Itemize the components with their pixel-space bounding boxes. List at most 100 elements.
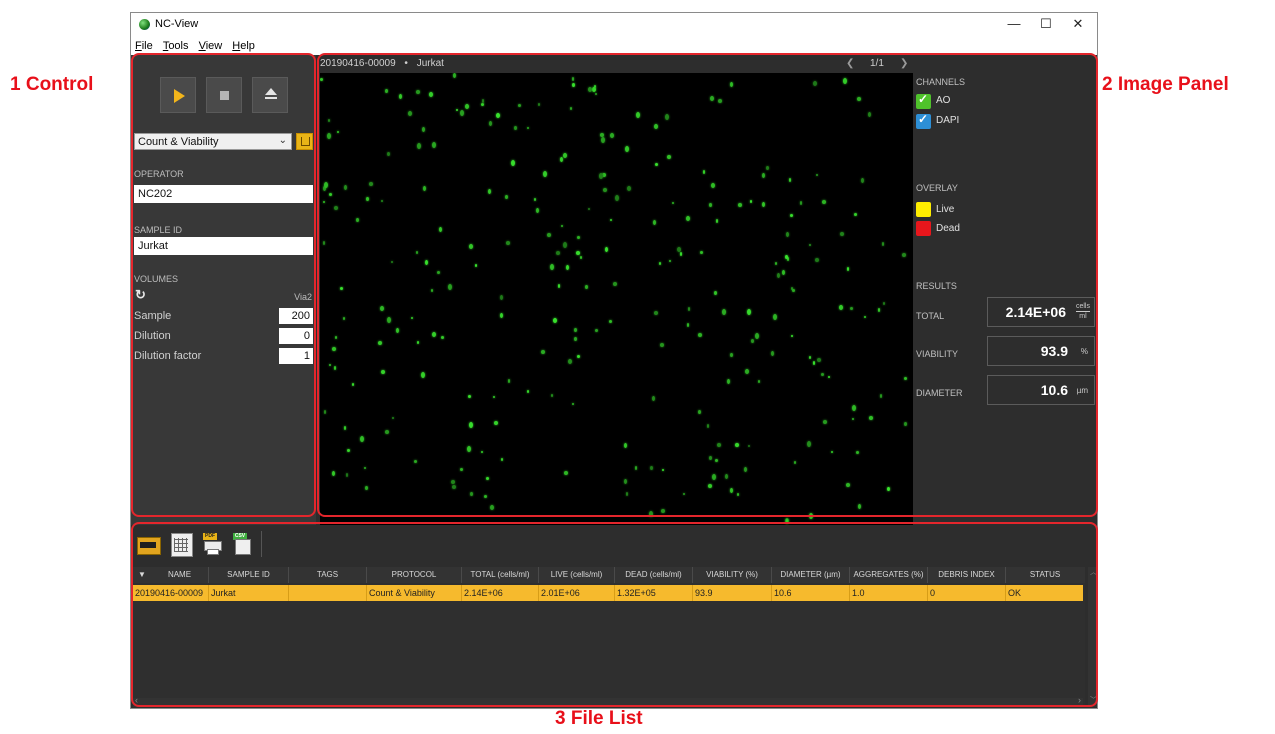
cell-dot <box>482 99 484 103</box>
cell-dot <box>323 186 326 191</box>
col-diameter[interactable]: DIAMETER (µm) <box>772 567 850 583</box>
channel-dapi-checkbox[interactable]: ✓ <box>916 112 931 129</box>
scroll-left-icon[interactable]: ‹ <box>135 695 138 705</box>
col-live[interactable]: LIVE (cells/ml) <box>539 567 615 583</box>
cell-dot <box>762 202 765 207</box>
csv-export-icon[interactable]: CSV <box>233 533 253 555</box>
cell-dot <box>439 227 442 232</box>
prev-image-icon[interactable]: ❮ <box>846 58 855 69</box>
col-dead[interactable]: DEAD (cells/ml) <box>615 567 693 583</box>
col-tags[interactable]: TAGS <box>289 567 367 583</box>
cell-dot <box>813 361 815 365</box>
volume-sample-label: Sample <box>134 310 172 322</box>
next-image-icon[interactable]: ❯ <box>900 58 909 69</box>
volume-sample-input[interactable]: 200 <box>279 308 313 324</box>
cell-dot <box>344 426 346 430</box>
cell-dot <box>880 394 882 398</box>
cell-dot <box>791 287 793 290</box>
volume-dilution-label: Dilution <box>134 330 171 342</box>
pdf-print-icon[interactable]: PDF <box>203 533 223 555</box>
menu-file[interactable]: File <box>135 40 153 52</box>
cell-dot <box>416 251 418 254</box>
table-row[interactable]: 20190416-00009 Jurkat Count & Viability … <box>133 585 1083 601</box>
cell-protocol: Count & Viability <box>367 585 462 601</box>
cell-dot <box>667 155 671 159</box>
volumes-label: VOLUMES <box>134 274 179 284</box>
menu-view[interactable]: View <box>198 40 223 52</box>
result-diameter-box: 10.6 µm <box>987 375 1095 405</box>
cell-dot <box>603 188 607 192</box>
col-protocol[interactable]: PROTOCOL <box>367 567 462 583</box>
col-viability[interactable]: VIABILITY (%) <box>693 567 772 583</box>
toolbar-divider <box>261 531 262 557</box>
cell-dot <box>755 333 759 339</box>
channel-ao-checkbox[interactable]: ✓ <box>916 92 931 109</box>
stop-button[interactable] <box>206 77 242 113</box>
overlay-heading: OVERLAY <box>916 183 958 193</box>
volume-dilution-input[interactable]: 0 <box>279 328 313 344</box>
cell-dot <box>686 216 690 221</box>
col-debris-index[interactable]: DEBRIS INDEX <box>928 567 1006 583</box>
cell-dot <box>750 200 752 203</box>
cell-dot <box>347 449 350 452</box>
close-button[interactable]: ✕ <box>1072 16 1084 31</box>
result-viability-value: 93.9 <box>1040 343 1068 359</box>
cell-dot <box>470 492 473 496</box>
cell-dot <box>717 443 721 447</box>
scroll-up-icon[interactable]: ︿ <box>1090 569 1097 576</box>
cell-dot <box>334 366 336 370</box>
menu-help[interactable]: Help <box>232 40 255 52</box>
cell-dot <box>813 81 817 86</box>
horizontal-scrollbar[interactable]: ‹ › <box>133 695 1083 707</box>
scroll-down-icon[interactable]: ﹀ <box>1090 697 1097 704</box>
table-icon[interactable] <box>171 533 193 557</box>
cell-dot <box>751 339 754 343</box>
refresh-icon[interactable]: ↻ <box>135 287 146 302</box>
cell-dot <box>708 484 712 488</box>
cell-dot <box>636 112 640 118</box>
cell-dot <box>369 182 373 186</box>
vertical-scrollbar[interactable]: ︿ ﹀ <box>1088 567 1097 707</box>
cell-dot <box>856 451 859 454</box>
cell-dot <box>511 160 515 166</box>
cell-name: 20190416-00009 <box>133 585 209 601</box>
operator-field[interactable]: NC202 <box>134 185 313 203</box>
cell-dot <box>570 107 572 110</box>
cell-dot <box>786 232 789 237</box>
eject-button[interactable] <box>252 77 288 113</box>
cell-dot <box>506 241 510 245</box>
cell-dot <box>425 260 428 265</box>
maximize-button[interactable]: ☐ <box>1040 16 1052 31</box>
results-heading: RESULTS <box>916 281 957 291</box>
overlay-dead-checkbox[interactable] <box>916 221 931 236</box>
cell-dot <box>328 119 330 122</box>
run-button[interactable] <box>160 77 196 113</box>
col-sample-id[interactable]: SAMPLE ID <box>209 567 289 583</box>
microscope-image[interactable] <box>320 73 913 527</box>
minimize-button[interactable]: — <box>1007 16 1021 31</box>
menu-tools[interactable]: Tools <box>162 40 189 52</box>
cell-dot <box>846 483 850 487</box>
col-total[interactable]: TOTAL (cells/ml) <box>462 567 539 583</box>
protocol-folder-icon[interactable] <box>296 133 313 150</box>
sort-indicator-icon[interactable]: ▼ <box>138 570 146 579</box>
cassette-icon[interactable] <box>137 537 161 555</box>
menu-bar: File Tools View Help <box>131 37 1097 55</box>
cell-dot <box>661 509 665 513</box>
overlay-live-checkbox[interactable] <box>916 202 931 217</box>
volume-dilution-factor-input[interactable]: 1 <box>279 348 313 364</box>
cell-dot <box>758 380 760 383</box>
sample-id-field[interactable]: Jurkat <box>134 237 313 255</box>
side-panel: CHANNELS ✓ AO ✓ DAPI OVERLAY Live Dead R… <box>916 55 1096 527</box>
scroll-right-icon[interactable]: › <box>1078 695 1081 705</box>
col-status[interactable]: STATUS <box>1029 570 1061 579</box>
cell-dot <box>538 103 540 106</box>
protocol-select[interactable]: Count & Viability ⌄ <box>134 133 292 150</box>
cell-dot <box>385 89 388 93</box>
cell-dot <box>327 133 331 139</box>
operator-label: OPERATOR <box>134 169 184 179</box>
cell-dot <box>730 82 733 87</box>
cell-dot <box>493 396 495 398</box>
col-aggregates[interactable]: AGGREGATES (%) <box>850 567 928 583</box>
col-name[interactable]: NAME <box>151 567 209 583</box>
